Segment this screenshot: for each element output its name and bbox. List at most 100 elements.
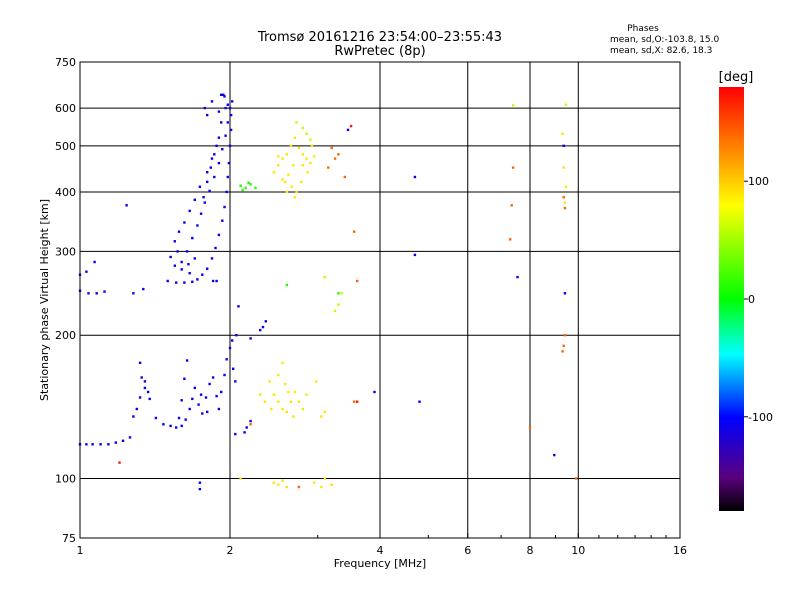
data-point xyxy=(356,400,359,403)
data-point xyxy=(353,400,356,403)
data-point xyxy=(300,180,303,184)
data-point xyxy=(320,485,323,489)
data-point xyxy=(285,283,288,287)
data-point xyxy=(277,400,280,403)
x-tick-label: 8 xyxy=(527,544,534,557)
data-point xyxy=(254,186,257,190)
data-point xyxy=(206,113,209,117)
data-point xyxy=(528,426,532,429)
data-points xyxy=(78,93,578,491)
data-point xyxy=(206,171,209,174)
data-point xyxy=(206,267,209,270)
data-point xyxy=(287,390,290,394)
data-point xyxy=(301,126,304,130)
data-point xyxy=(277,164,280,167)
data-point xyxy=(249,337,252,340)
x-tick-label: 4 xyxy=(377,544,384,557)
data-point xyxy=(305,157,308,160)
data-point xyxy=(285,190,288,194)
data-point xyxy=(312,481,316,484)
data-point xyxy=(305,393,308,396)
data-point xyxy=(268,380,271,383)
data-point xyxy=(295,190,298,194)
data-point xyxy=(221,148,224,151)
data-point xyxy=(249,423,252,426)
data-point xyxy=(225,190,228,194)
data-point xyxy=(563,334,567,337)
data-point xyxy=(310,144,314,147)
data-point xyxy=(125,204,128,207)
x-tick-label: 10 xyxy=(571,544,585,557)
data-point xyxy=(281,407,284,411)
x-tick-label: 6 xyxy=(464,544,471,557)
data-point xyxy=(229,128,233,132)
data-point xyxy=(223,205,226,209)
data-point xyxy=(188,407,191,411)
data-point xyxy=(224,134,227,137)
data-point xyxy=(306,171,309,174)
data-point xyxy=(305,132,308,135)
y-tick-label: 750 xyxy=(55,56,76,69)
colorbar-tick-label: 0 xyxy=(748,293,755,306)
data-point xyxy=(356,279,359,283)
data-point xyxy=(574,477,578,480)
data-point xyxy=(215,279,218,283)
y-tick-label: 500 xyxy=(55,140,76,153)
data-point xyxy=(226,103,229,106)
data-point xyxy=(309,138,312,141)
data-point xyxy=(333,157,337,160)
x-axis-label: Frequency [MHz] xyxy=(334,557,426,570)
data-point xyxy=(203,201,206,204)
data-point xyxy=(138,361,142,364)
data-point xyxy=(353,230,356,233)
data-point xyxy=(330,483,333,486)
data-point xyxy=(140,376,143,379)
colorbar-gradient xyxy=(719,87,744,511)
data-point xyxy=(231,100,234,103)
stats-line-o: mean, sd,O:-103.8, 15.0 xyxy=(610,35,720,45)
data-point xyxy=(237,305,240,308)
x-tick-label: 1 xyxy=(77,544,84,557)
data-point xyxy=(142,287,145,291)
data-point xyxy=(295,121,298,124)
data-point xyxy=(206,180,209,184)
data-point xyxy=(180,399,183,402)
data-point xyxy=(121,439,125,442)
data-point xyxy=(213,175,216,179)
data-point xyxy=(259,328,262,332)
data-point xyxy=(209,166,212,169)
data-point xyxy=(272,171,276,174)
data-point xyxy=(220,121,223,124)
data-point xyxy=(196,224,199,227)
data-point xyxy=(211,279,215,283)
data-point xyxy=(132,292,135,295)
data-point xyxy=(562,196,565,199)
data-point xyxy=(277,373,280,377)
data-point xyxy=(297,146,301,150)
data-point xyxy=(292,415,295,418)
data-point xyxy=(293,390,297,394)
data-point xyxy=(222,93,225,96)
data-point xyxy=(210,257,214,260)
data-point xyxy=(135,407,138,411)
data-point xyxy=(210,100,214,103)
data-point xyxy=(132,415,135,418)
data-point xyxy=(173,264,176,267)
data-point xyxy=(330,146,333,150)
grid-lines xyxy=(80,62,680,538)
data-point xyxy=(509,238,512,241)
data-point xyxy=(270,407,273,411)
data-point xyxy=(146,390,150,394)
data-point xyxy=(118,461,121,464)
x-axis-ticks: 1 2 4 6 8 10 16 xyxy=(77,533,687,557)
data-point xyxy=(562,144,565,147)
data-point xyxy=(281,361,284,364)
data-point xyxy=(263,400,267,403)
data-point xyxy=(272,393,276,396)
data-point xyxy=(217,110,221,113)
data-point xyxy=(290,185,293,188)
data-point xyxy=(259,393,262,396)
data-point xyxy=(228,106,232,110)
data-point xyxy=(208,189,211,193)
